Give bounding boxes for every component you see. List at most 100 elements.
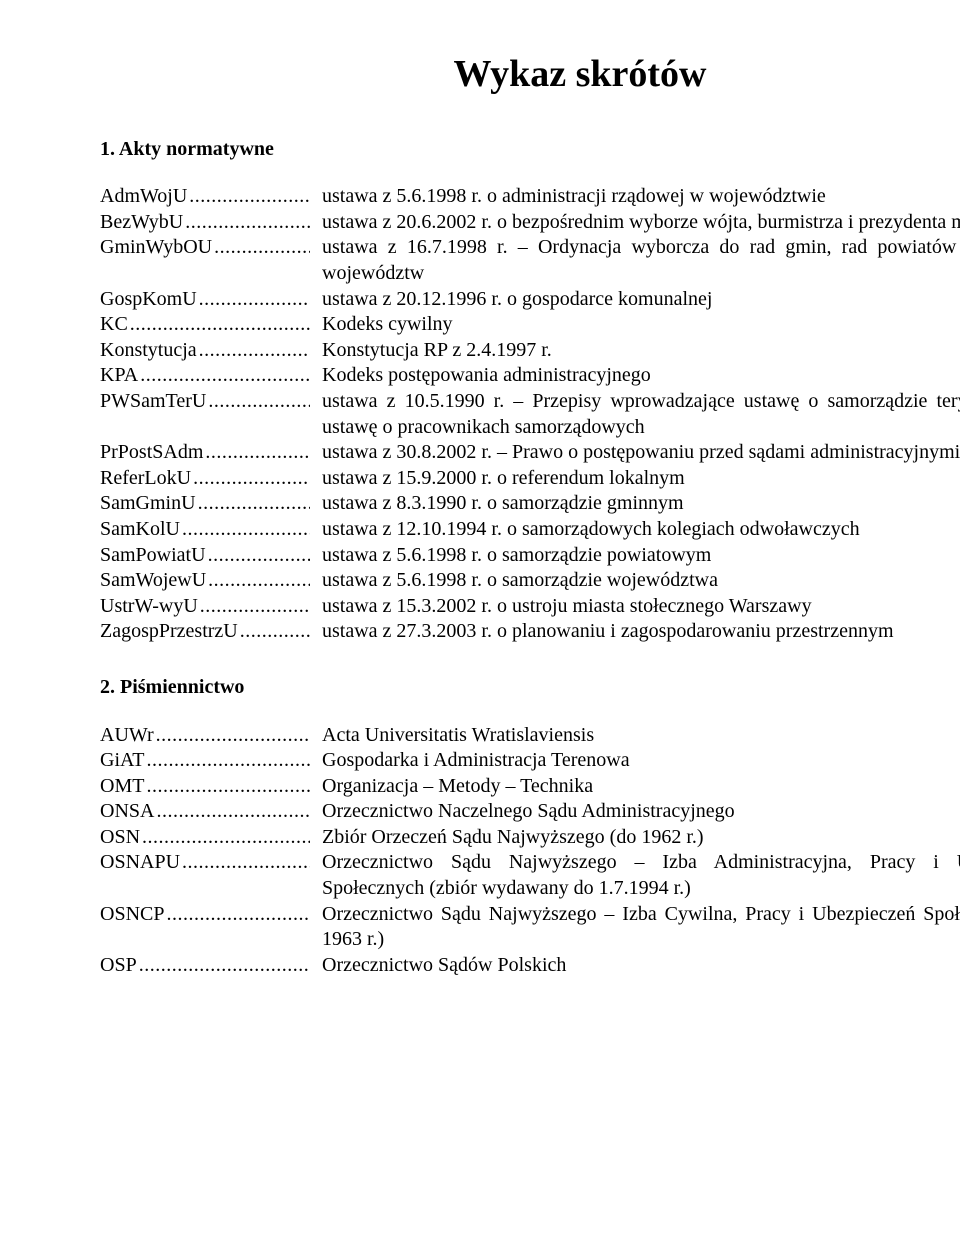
abbr-text: SamPowiatU [100,543,208,569]
definition-text: ustawa z 15.9.2000 r. o referendum lokal… [310,466,960,492]
leader-dots [214,235,310,261]
acts-entry: AdmWojUustawa z 5.6.1998 r. o administra… [100,184,960,210]
leader-dots [146,774,310,800]
abbr-text: GospKomU [100,287,199,313]
leader-dots [156,723,310,749]
abbr-text: Konstytucja [100,338,199,364]
abbr-text: OSN [100,825,142,851]
definition-text: ustawa z 5.6.1998 r. o samorządzie powia… [310,543,960,569]
abbr-cell: SamKolU [100,517,310,543]
abbr-text: AUWr [100,723,156,749]
definition-text: Orzecznictwo Naczelnego Sądu Administrac… [310,799,960,825]
abbr-text: GminWybOU [100,235,214,261]
acts-entry: PWSamTerU ustawa z 10.5.1990 r. – Przepis… [100,389,960,440]
lit-entry: GiATGospodarka i Administracja Terenowa [100,748,960,774]
definition-text: Organizacja – Metody – Technika [310,774,960,800]
abbr-cell: GiAT [100,748,310,774]
definition-text: Zbiór Orzeczeń Sądu Najwyższego (do 1962… [310,825,960,851]
acts-entry: GminWybOU ustawa z 16.7.1998 r. – Ordynac… [100,235,960,286]
acts-entry: Konstytucja Konstytucja RP z 2.4.1997 r. [100,338,960,364]
abbr-text: PWSamTerU [100,389,208,415]
definition-text: ustawa z 15.3.2002 r. o ustroju miasta s… [310,594,960,620]
abbr-text: SamGminU [100,491,198,517]
abbr-text: OSNCP [100,902,166,928]
lit-entry: AUWr Acta Universitatis Wratislaviensis [100,723,960,749]
abbr-cell: PWSamTerU [100,389,310,415]
leader-dots [240,619,310,645]
abbr-cell: AdmWojU [100,184,310,210]
literature-list: AUWrActa Universitatis WratislaviensisGi… [100,723,960,979]
abbr-text: ReferLokU [100,466,193,492]
abbr-cell: OSP [100,953,310,979]
definition-text: ustawa z 5.6.1998 r. o samorządzie wojew… [310,568,960,594]
lit-entry: ONSA Orzecznictwo Naczelnego Sądu Adminis… [100,799,960,825]
definition-text: ustawa z 20.6.2002 r. o bezpośrednim wyb… [310,210,960,236]
acts-entry: UstrW-wyU ustawa z 15.3.2002 r. o ustroju… [100,594,960,620]
leader-dots [139,953,310,979]
acts-entry: ReferLokU ustawa z 15.9.2000 r. o referen… [100,466,960,492]
abbr-cell: OMT [100,774,310,800]
leader-dots [198,491,310,517]
abbr-text: OSP [100,953,139,979]
section-heading-literature: 2. Piśmiennictwo [100,675,960,701]
leader-dots [208,543,310,569]
definition-text: ustawa z 12.10.1994 r. o samorządowych k… [310,517,960,543]
definition-text: ustawa z 16.7.1998 r. – Ordynacja wyborc… [310,235,960,286]
leader-dots [142,825,310,851]
abbr-cell: GospKomU [100,287,310,313]
definition-text: Orzecznictwo Sądu Najwyższego – Izba Cyw… [310,902,960,953]
leader-dots [146,748,310,774]
abbr-cell: ReferLokU [100,466,310,492]
page-title: Wykaz skrótów [100,50,960,99]
leader-dots [156,799,310,825]
definition-text: ustawa z 10.5.1990 r. – Przepisy wprowad… [310,389,960,440]
leader-dots [140,363,310,389]
abbr-text: PrPostSAdm [100,440,205,466]
abbr-text: AdmWojU [100,184,189,210]
abbr-text: KPA [100,363,140,389]
lit-entry: OSN Zbiór Orzeczeń Sądu Najwyższego (do 1… [100,825,960,851]
abbr-text: ONSA [100,799,156,825]
abbr-cell: AUWr [100,723,310,749]
abbr-cell: SamPowiatU [100,543,310,569]
definition-text: Acta Universitatis Wratislaviensis [310,723,960,749]
acts-entry: KCKodeks cywilny [100,312,960,338]
abbr-text: GiAT [100,748,146,774]
abbr-text: ZagospPrzestrzU [100,619,240,645]
abbr-cell: OSNCP [100,902,310,928]
definition-text: ustawa z 30.8.2002 r. – Prawo o postępow… [310,440,960,466]
leader-dots [130,312,310,338]
leader-dots [200,594,310,620]
abbr-cell: Konstytucja [100,338,310,364]
leader-dots [189,184,310,210]
leader-dots [199,287,310,313]
section-heading-acts: 1. Akty normatywne [100,137,960,163]
definition-text: ustawa z 27.3.2003 r. o planowaniu i zag… [310,619,960,645]
acts-list: AdmWojUustawa z 5.6.1998 r. o administra… [100,184,960,645]
lit-entry: OSPOrzecznictwo Sądów Polskich [100,953,960,979]
definition-text: Kodeks cywilny [310,312,960,338]
leader-dots [182,517,310,543]
abbr-text: SamKolU [100,517,182,543]
definition-text: Kodeks postępowania administracyjnego [310,363,960,389]
definition-text: ustawa z 8.3.1990 r. o samorządzie gminn… [310,491,960,517]
definition-text: Orzecznictwo Sądu Najwyższego – Izba Adm… [310,850,960,901]
leader-dots [182,850,310,876]
abbr-cell: BezWybU [100,210,310,236]
acts-entry: SamWojewU ustawa z 5.6.1998 r. o samorząd… [100,568,960,594]
acts-entry: KPA Kodeks postępowania administracyjnego [100,363,960,389]
definition-text: Konstytucja RP z 2.4.1997 r. [310,338,960,364]
acts-entry: SamPowiatU ustawa z 5.6.1998 r. o samorzą… [100,543,960,569]
abbr-text: UstrW-wyU [100,594,200,620]
abbr-text: SamWojewU [100,568,208,594]
abbr-cell: SamGminU [100,491,310,517]
acts-entry: SamGminU ustawa z 8.3.1990 r. o samorządz… [100,491,960,517]
acts-entry: BezWybUustawa z 20.6.2002 r. o bezpośred… [100,210,960,236]
lit-entry: OSNAPUOrzecznictwo Sądu Najwyższego – Iz… [100,850,960,901]
abbr-cell: OSNAPU [100,850,310,876]
abbr-cell: SamWojewU [100,568,310,594]
acts-entry: ZagospPrzestrzU ustawa z 27.3.2003 r. o p… [100,619,960,645]
abbr-cell: KC [100,312,310,338]
abbr-cell: ZagospPrzestrzU [100,619,310,645]
leader-dots [193,466,310,492]
